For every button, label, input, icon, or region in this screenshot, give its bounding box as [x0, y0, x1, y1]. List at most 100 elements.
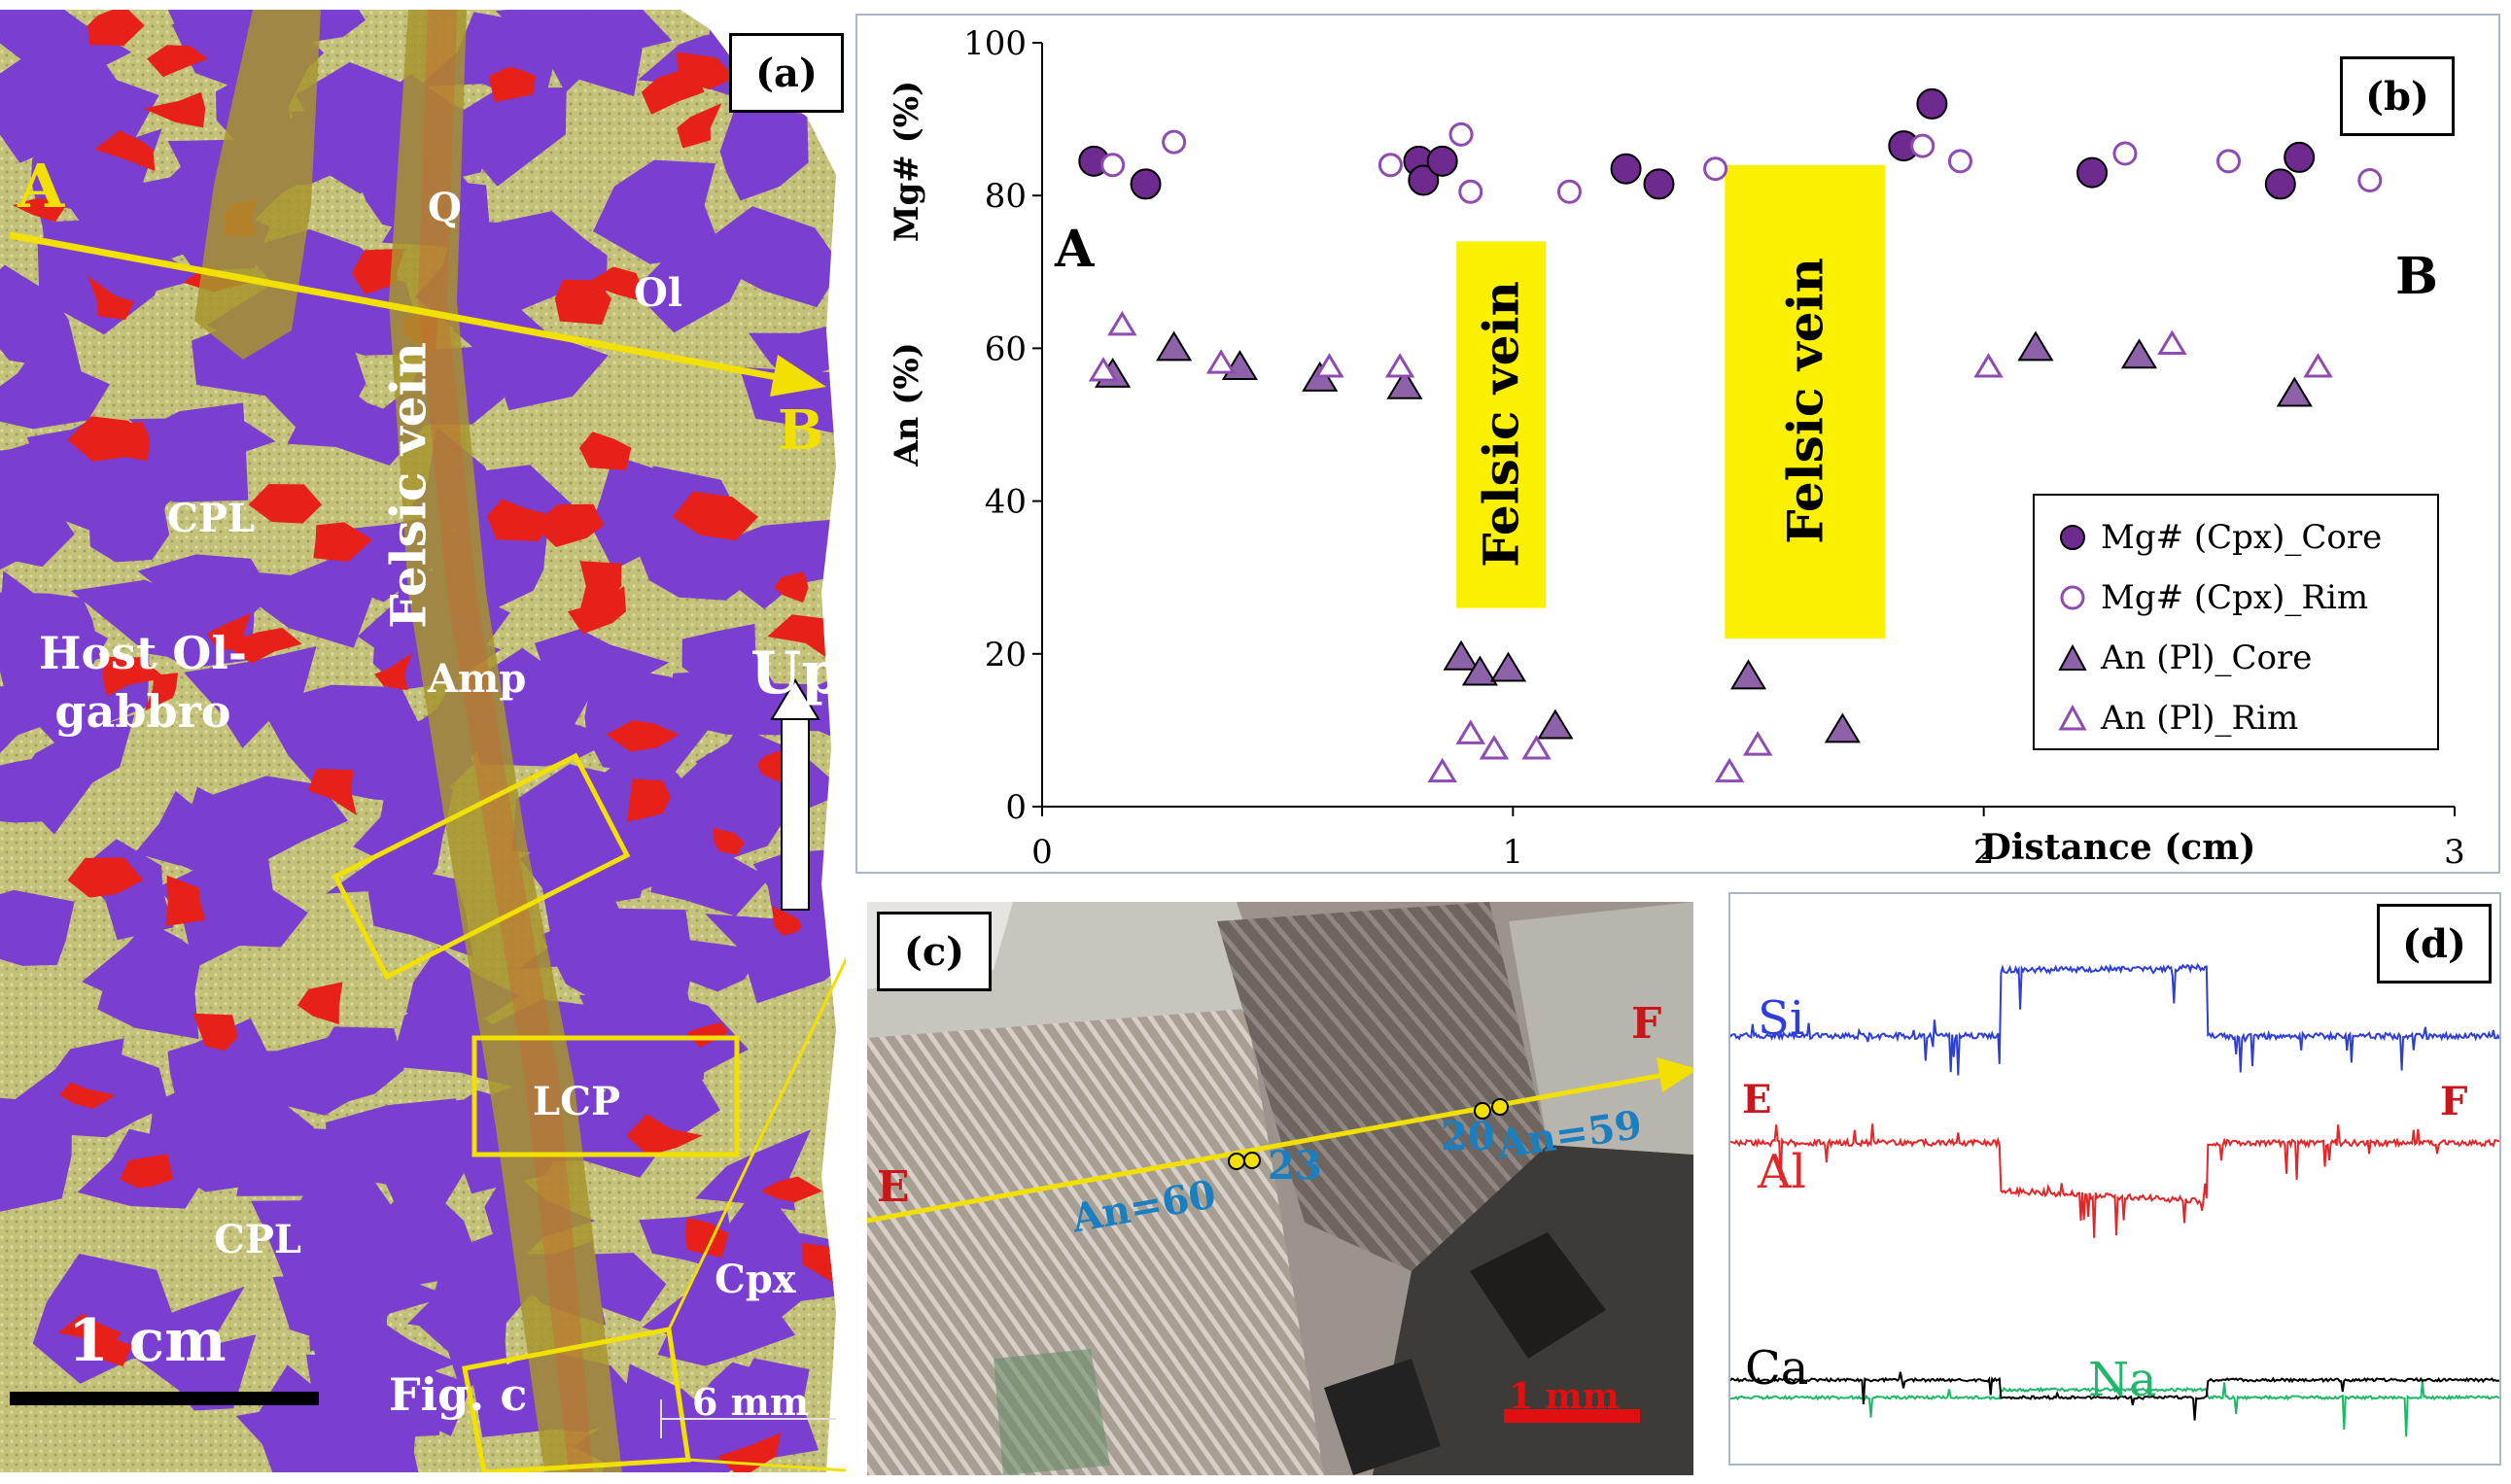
- mg-rim-point: [1947, 149, 1972, 174]
- legend-circle-open-marker: [2060, 585, 2085, 610]
- an-core-point: [2120, 338, 2158, 369]
- olivine-grain: [12, 198, 67, 223]
- pyroxene-grain: [681, 623, 779, 704]
- pyroxene-grain: [633, 235, 747, 333]
- an-core-point: [1443, 639, 1480, 671]
- spot-20-label: 20: [1441, 1114, 1495, 1159]
- pyroxene-grain: [703, 206, 836, 308]
- an-rim-point: [2303, 353, 2333, 378]
- an-core-point: [1824, 712, 1861, 743]
- chart-legend: Mg# (Cpx)_Core Mg# (Cpx)_Rim An (Pl)_Cor…: [2033, 494, 2439, 750]
- pyroxene-grain: [506, 10, 643, 96]
- al-label: Al: [1758, 1145, 1807, 1199]
- pyroxene-grain: [0, 1135, 51, 1198]
- legend-item: Mg# (Cpx)_Rim: [2058, 568, 2437, 628]
- pyroxene-grain: [0, 570, 109, 698]
- olivine-grain: [774, 571, 809, 604]
- panel-b-tag: (b): [2340, 56, 2455, 136]
- olivine-grain: [147, 45, 209, 78]
- mg-core-point: [1916, 87, 1948, 120]
- an-rim-point: [2157, 329, 2187, 355]
- mg-core-point: [2264, 168, 2296, 200]
- felsic-vein-zone: [1456, 241, 1547, 608]
- olivine-grain: [145, 673, 179, 711]
- panel-c-micrograph: (c) E F An=60 23 20 An=59 1 mm: [867, 902, 1693, 1475]
- profile-b-label: B: [2395, 247, 2438, 306]
- olivine-grain: [59, 1082, 117, 1109]
- mg-core-point: [2284, 141, 2316, 173]
- mg-rim-point: [1162, 129, 1187, 155]
- y-axis-label-mg: Mg# (%): [888, 81, 926, 242]
- olivine-grain: [578, 431, 632, 470]
- pyroxene-grain: [730, 1358, 820, 1462]
- olivine-grain: [313, 522, 373, 562]
- pyroxene-grain: [572, 1051, 720, 1173]
- host-label-line2: gabbro: [54, 685, 231, 738]
- na-label: Na: [2088, 1353, 2157, 1407]
- y-tick-label: 100: [963, 24, 1027, 63]
- panel-b-chart: 0 20 40 60 80 100 0 1 2 3 Mg# (%) An (%) Distance…: [855, 14, 2500, 874]
- pyroxene-grain: [272, 1260, 409, 1348]
- olivine-grain: [626, 778, 671, 822]
- felsic-vein-label: Felsic vein: [379, 342, 437, 629]
- olivine-grain: [87, 275, 134, 321]
- olivine-grain: [67, 416, 147, 462]
- pyroxene-grain: [201, 1034, 383, 1116]
- olivine-grain: [641, 66, 705, 115]
- olivine-grain: [672, 491, 758, 541]
- profile-a-label: A: [1055, 220, 1095, 279]
- an-core-point: [1386, 368, 1423, 399]
- olivine-grain: [206, 613, 251, 651]
- pyroxene-grain: [591, 455, 705, 570]
- y-tick-label: 80: [985, 177, 1027, 216]
- felsic-vein-label-2: Felsic vein: [1776, 258, 1834, 545]
- olivine-grain: [87, 10, 145, 46]
- mg-rim-point: [1378, 153, 1403, 178]
- pyroxene-grain: [660, 752, 791, 867]
- legend-label: An (Pl)_Core: [2101, 638, 2313, 677]
- pyroxene-grain: [719, 107, 809, 201]
- up-label: Up: [750, 639, 843, 707]
- mg-core-point: [1426, 145, 1458, 177]
- point-e-label: E: [877, 1162, 910, 1212]
- x-tick-label: 3: [2444, 833, 2465, 872]
- an-rim-point: [1742, 731, 1773, 756]
- x-axis-label: Distance (cm): [1981, 827, 2256, 868]
- pyroxene-grain: [130, 1286, 245, 1377]
- host-label-line1: Host Ol-: [39, 627, 247, 679]
- an-rim-point: [1714, 757, 1745, 783]
- pyroxene-grain: [174, 786, 275, 900]
- pyroxene-grain: [296, 1415, 424, 1472]
- scale-label: 1 cm: [68, 1307, 227, 1375]
- olivine-grain: [120, 1154, 173, 1189]
- mg-core-point: [2076, 156, 2109, 189]
- scatter-chart: 0 20 40 60 80 100 0 1 2 3 Mg# (%) An (%) Distance…: [888, 24, 2465, 872]
- mg-core-point: [1610, 153, 1642, 185]
- legend-label: Mg# (Cpx)_Rim: [2101, 578, 2369, 617]
- pyroxene-grain: [254, 1364, 355, 1449]
- x-tick-label: 1: [1503, 833, 1524, 872]
- ca-label: Ca: [1745, 1341, 1809, 1396]
- legend-item: An (Pl)_Rim: [2058, 688, 2437, 748]
- pyroxene-grain: [11, 714, 135, 835]
- olivine-grain: [606, 720, 680, 752]
- olivine-grain: [716, 1432, 782, 1472]
- point-f-label: F: [2440, 1079, 2468, 1124]
- cpl-label-bottom: CPL: [214, 1217, 302, 1262]
- felsic-vein-zone: [1725, 164, 1885, 639]
- pyroxene-grain: [642, 1236, 805, 1347]
- pyroxene-grain: [82, 921, 204, 1009]
- y-tick-label: 60: [985, 329, 1027, 368]
- an-rim-point: [1455, 719, 1485, 744]
- mg-core-point: [1130, 168, 1162, 200]
- an-rim-point: [1427, 757, 1457, 783]
- quartz-label: Q: [428, 185, 462, 230]
- mg-rim-point: [1448, 121, 1474, 147]
- olivine-grain: [568, 586, 626, 635]
- pyroxene-grain: [593, 159, 723, 264]
- fig-c-label: Fig. c: [389, 1368, 528, 1421]
- y-axis-label-an: An (%): [888, 342, 926, 466]
- an-core-point: [1156, 330, 1193, 362]
- olivine-grain: [677, 103, 722, 149]
- pyroxene-grain: [326, 1098, 457, 1188]
